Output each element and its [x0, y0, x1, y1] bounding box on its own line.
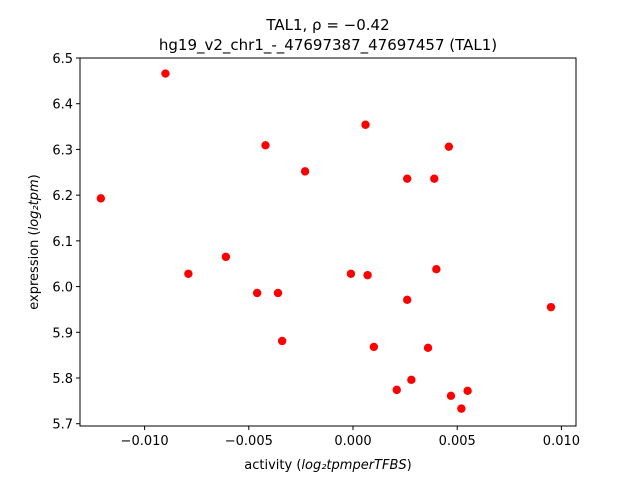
y-tick-label: 6.4 [52, 98, 73, 113]
x-tick-label: 0.005 [439, 434, 476, 449]
data-point [402, 295, 412, 305]
chart-title-line1: TAL1, ρ = −0.42 [265, 16, 389, 34]
y-tick-label: 6.5 [52, 52, 73, 67]
data-points [96, 69, 556, 413]
data-point [392, 385, 401, 395]
y-tick-label: 5.9 [52, 326, 73, 341]
x-axis-ticks: −0.010 −0.005 0.000 0.005 0.010 [121, 426, 580, 449]
data-point [444, 142, 454, 151]
data-point [184, 269, 193, 278]
y-axis-label: expression (log₂tpm) [27, 174, 42, 309]
data-point [463, 386, 472, 395]
y-tick-label: 5.7 [52, 418, 73, 433]
data-point [423, 343, 433, 353]
x-tick-label: −0.010 [121, 434, 169, 449]
x-axis-label: activity (log₂tpmperTFBS) [244, 458, 411, 473]
data-point [346, 269, 356, 278]
axes-frame [79, 57, 577, 427]
data-point [446, 391, 456, 401]
data-point [363, 270, 372, 280]
data-point [96, 194, 106, 203]
data-point [402, 174, 412, 183]
data-point [273, 288, 283, 298]
data-point [432, 265, 441, 274]
data-point [407, 375, 416, 385]
data-point [161, 69, 170, 78]
x-tick-label: −0.005 [225, 434, 273, 449]
y-tick-label: 6.0 [52, 281, 73, 296]
x-tick-label: 0.010 [543, 434, 580, 449]
data-point [300, 167, 310, 176]
y-tick-label: 6.3 [52, 143, 73, 158]
data-point [221, 252, 231, 262]
plot-area [79, 57, 577, 427]
y-tick-label: 5.8 [52, 372, 73, 387]
x-tick-label: 0.000 [334, 434, 371, 449]
data-point [277, 336, 287, 346]
y-axis-ticks: 5.7 5.8 5.9 6.0 6.1 6.2 6.3 6.4 6.5 [52, 52, 80, 433]
data-point [457, 404, 466, 413]
chart-title-line2: hg19_v2_chr1_-_47697387_47697457 (TAL1) [159, 36, 497, 55]
data-point [361, 120, 370, 129]
data-point [546, 302, 556, 312]
data-point [430, 174, 439, 183]
y-tick-label: 6.1 [52, 235, 73, 250]
data-point [252, 288, 262, 298]
y-tick-label: 6.2 [52, 189, 73, 204]
data-point [261, 141, 270, 150]
data-point [369, 342, 379, 352]
